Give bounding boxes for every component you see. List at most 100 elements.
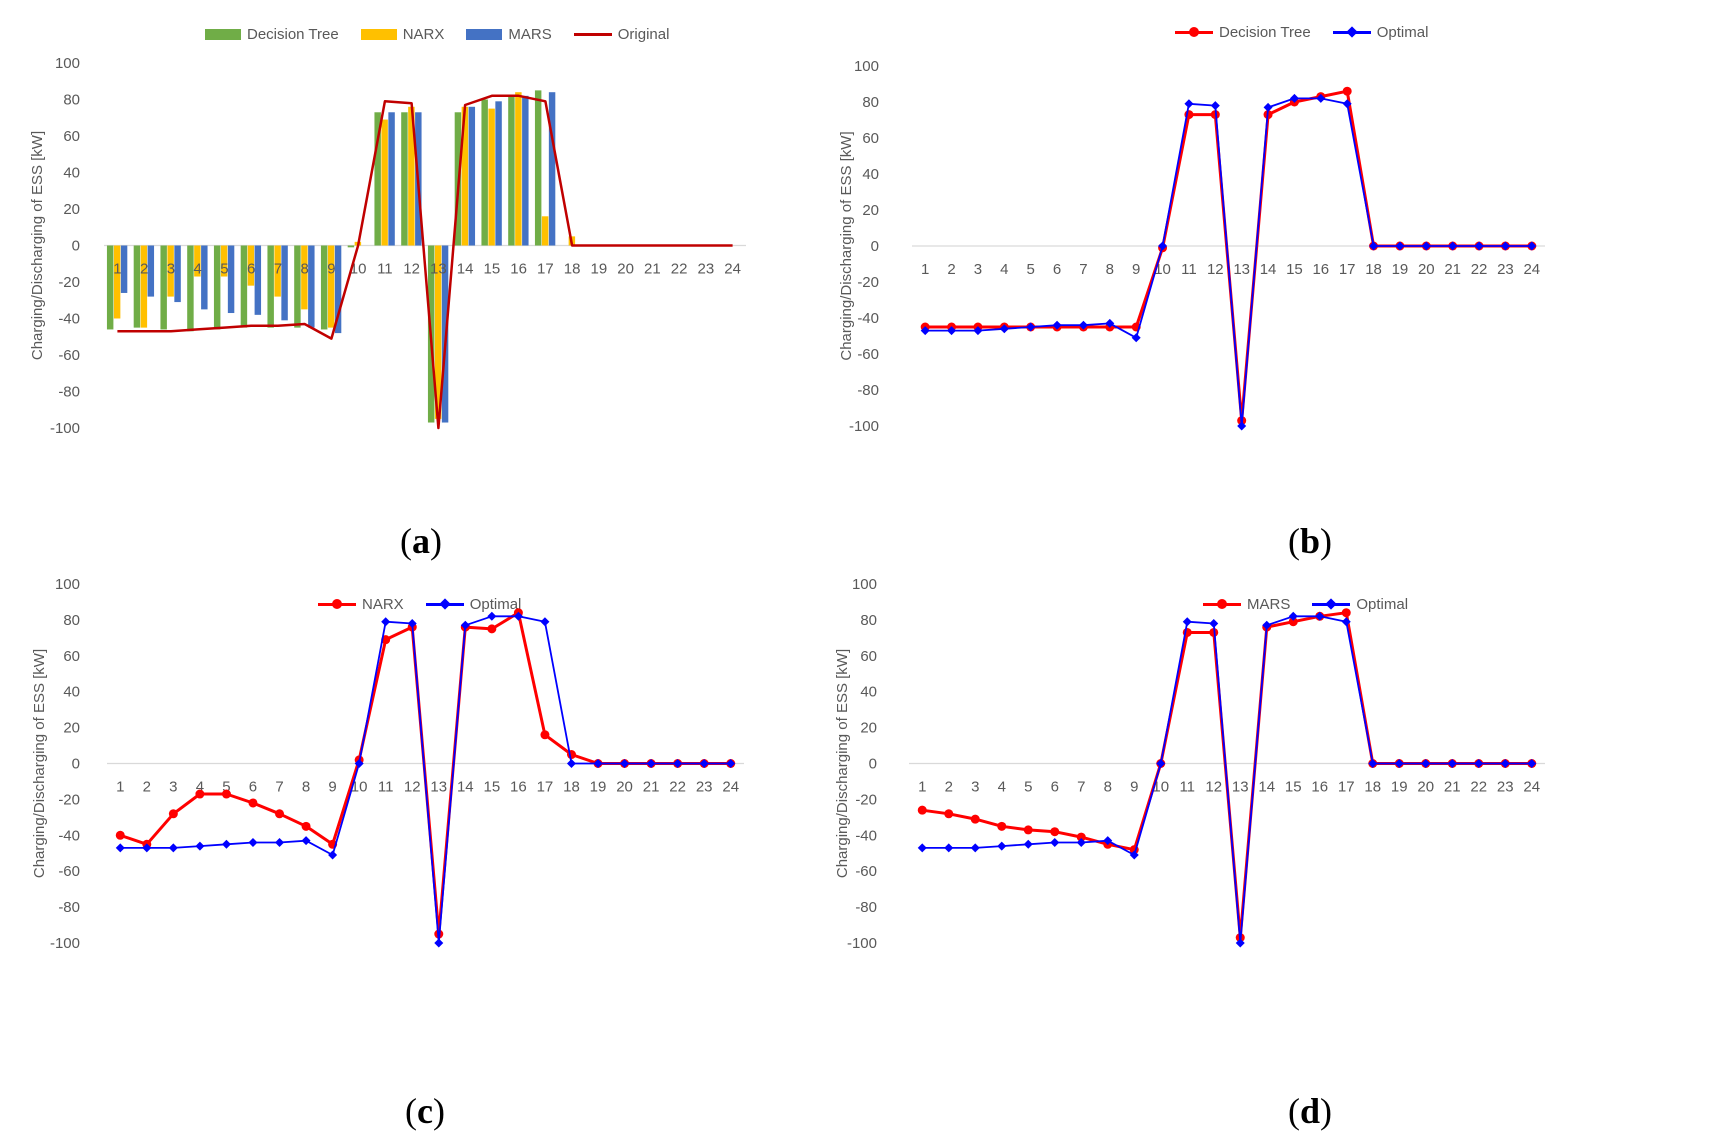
x-tick-label: 12 — [404, 779, 421, 796]
x-tick-label: 18 — [1365, 261, 1382, 278]
x-tick-label: 18 — [564, 261, 581, 278]
legend-a: Decision Tree NARX MARS Original — [205, 26, 669, 43]
bar-mars-14 — [468, 106, 476, 246]
bar-narx-6 — [247, 245, 255, 286]
x-tick-label: 10 — [351, 779, 368, 796]
x-tick-label: 17 — [1338, 779, 1355, 796]
point-optimal-23 — [1500, 759, 1510, 768]
y-tick-label: -80 — [857, 382, 879, 399]
point-optimal-1 — [115, 843, 125, 853]
point-optimal-11 — [1182, 617, 1192, 627]
x-tick-label: 11 — [378, 779, 394, 796]
bar-decision-tree-17 — [534, 90, 542, 246]
x-tick-label: 23 — [698, 261, 715, 278]
x-tick-label: 5 — [222, 779, 230, 796]
point-optimal-18 — [1368, 759, 1378, 768]
point-optimal-1 — [917, 843, 927, 853]
x-tick-label: 3 — [971, 779, 979, 796]
y-tick-label: -100 — [847, 935, 877, 952]
legend-swatch-decision-tree — [1175, 27, 1213, 38]
y-tick-label: 60 — [63, 128, 80, 145]
y-tick-label: 100 — [854, 58, 879, 75]
bar-decision-tree-6 — [240, 245, 248, 328]
point-optimal-6 — [1052, 320, 1062, 330]
chart-b: Decision Tree Optimal 100 80 60 40 20 0 -20 -40… — [838, 0, 1726, 574]
y-tick-label: -100 — [50, 935, 80, 952]
bar-mars-16 — [522, 95, 529, 246]
x-tick-label: 9 — [1130, 779, 1138, 796]
x-tick-label: 5 — [1027, 261, 1035, 278]
point-optimal-17 — [540, 617, 550, 627]
point-narx-3 — [168, 809, 178, 819]
point-optimal-12 — [407, 618, 417, 628]
y-tick-label: 20 — [862, 202, 879, 219]
legend-swatch-narx — [318, 599, 356, 610]
y-tick-label: -20 — [58, 274, 80, 291]
chart-c-svg: 100 80 60 40 20 0 -20 -40 -60 -80 -100 Charging/Dis… — [31, 576, 744, 952]
point-narx-1 — [115, 830, 125, 840]
point-optimal-10 — [1156, 759, 1166, 768]
x-tick-label: 17 — [537, 261, 554, 278]
point-optimal-6 — [248, 837, 258, 847]
point-optimal-17 — [1342, 99, 1352, 109]
legend-swatch-mars — [1203, 599, 1241, 610]
series-line-optimal — [922, 615, 1532, 944]
bar-mars-8 — [308, 245, 315, 328]
legend-item-decision-tree: Decision Tree — [1175, 24, 1311, 41]
point-optimal-15 — [1289, 93, 1299, 103]
bar-decision-tree-8 — [294, 245, 301, 328]
x-tick-label: 1 — [921, 261, 929, 278]
x-tick-label: 8 — [1106, 261, 1114, 278]
point-narx-15 — [487, 624, 497, 634]
x-tick-label: 6 — [1053, 261, 1061, 278]
bar-mars-1 — [120, 245, 128, 293]
bar-narx-16 — [515, 92, 522, 246]
x-tick-label: 8 — [300, 261, 308, 278]
y-tick-label: -80 — [58, 899, 80, 916]
bar-mars-6 — [254, 245, 262, 315]
x-tick-label: 13 — [1232, 779, 1249, 796]
point-optimal-19 — [593, 759, 603, 768]
y-tick-label: -60 — [855, 863, 877, 880]
x-tick-label: 8 — [302, 779, 310, 796]
x-tick-label: 2 — [143, 779, 151, 796]
y-axis-title: Charging/Discharging of ESS [kW] — [838, 131, 855, 360]
bar-mars-9 — [334, 245, 342, 334]
y-tick-label: -40 — [857, 310, 879, 327]
point-optimal-3 — [970, 843, 980, 853]
point-optimal-24 — [726, 759, 736, 768]
x-tick-label: 21 — [1444, 779, 1461, 796]
x-tick-label: 23 — [1497, 779, 1514, 796]
legend-swatch-mars — [466, 29, 503, 40]
bar-mars-2 — [147, 245, 155, 297]
x-tick-label: 2 — [945, 779, 953, 796]
x-tick-label: 20 — [617, 261, 634, 278]
point-optimal-21 — [1448, 241, 1458, 251]
x-tick-label: 12 — [1207, 261, 1224, 278]
point-optimal-18 — [1369, 241, 1379, 251]
bar-narx-1 — [113, 245, 121, 319]
x-tick-label: 9 — [327, 261, 335, 278]
chart-b-svg: 100 80 60 40 20 0 -20 -40 -60 -80 -100 Charging/Dis… — [838, 58, 1545, 435]
point-optimal-14 — [1263, 102, 1273, 112]
legend-swatch-narx — [360, 29, 397, 40]
point-optimal-12 — [1209, 618, 1219, 628]
y-tick-label: -100 — [50, 420, 80, 437]
legend-item-mars: MARS — [466, 26, 552, 43]
point-optimal-22 — [1474, 759, 1484, 768]
x-tick-label: 1 — [113, 261, 121, 278]
x-tick-label: 21 — [644, 261, 661, 278]
point-optimal-21 — [646, 759, 656, 768]
legend-swatch-optimal — [425, 598, 464, 610]
legend-swatch-decision-tree — [205, 29, 241, 40]
bar-decision-tree-12 — [401, 112, 408, 246]
x-tick-label: 18 — [1364, 779, 1381, 796]
point-optimal-23 — [699, 759, 709, 768]
bar-narx-12 — [408, 106, 415, 246]
point-optimal-10 — [354, 759, 364, 768]
x-tick-label: 15 — [484, 261, 501, 278]
legend-item-narx: NARX — [360, 26, 444, 43]
point-optimal-13 — [1237, 421, 1247, 431]
point-narx-8 — [301, 821, 311, 831]
bar-decision-tree-9 — [320, 245, 328, 330]
